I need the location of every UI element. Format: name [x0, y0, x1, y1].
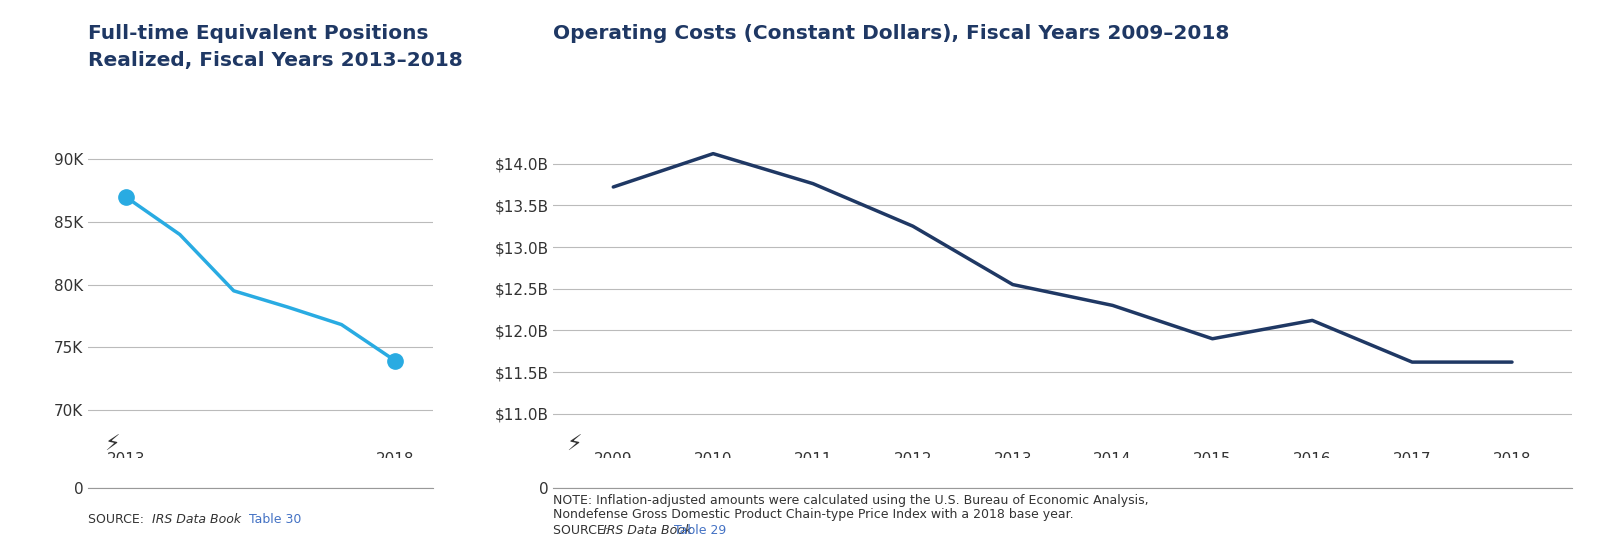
Text: ⚡: ⚡: [566, 435, 582, 455]
Text: Table 30: Table 30: [245, 513, 302, 526]
Text: ⚡: ⚡: [104, 435, 120, 455]
Text: Operating Costs (Constant Dollars), Fiscal Years 2009–2018: Operating Costs (Constant Dollars), Fisc…: [553, 24, 1230, 43]
Text: SOURCE:: SOURCE:: [88, 513, 148, 526]
Text: Table 29: Table 29: [670, 524, 727, 537]
Text: Nondefense Gross Domestic Product Chain-type Price Index with a 2018 base year.: Nondefense Gross Domestic Product Chain-…: [553, 508, 1075, 521]
Text: NOTE: Inflation-adjusted amounts were calculated using the U.S. Bureau of Econom: NOTE: Inflation-adjusted amounts were ca…: [553, 494, 1148, 507]
Text: IRS Data Book: IRS Data Book: [603, 524, 693, 537]
Text: IRS Data Book: IRS Data Book: [152, 513, 242, 526]
Text: SOURCE:: SOURCE:: [553, 524, 613, 537]
Text: Realized, Fiscal Years 2013–2018: Realized, Fiscal Years 2013–2018: [88, 51, 464, 70]
Text: Full-time Equivalent Positions: Full-time Equivalent Positions: [88, 24, 428, 43]
